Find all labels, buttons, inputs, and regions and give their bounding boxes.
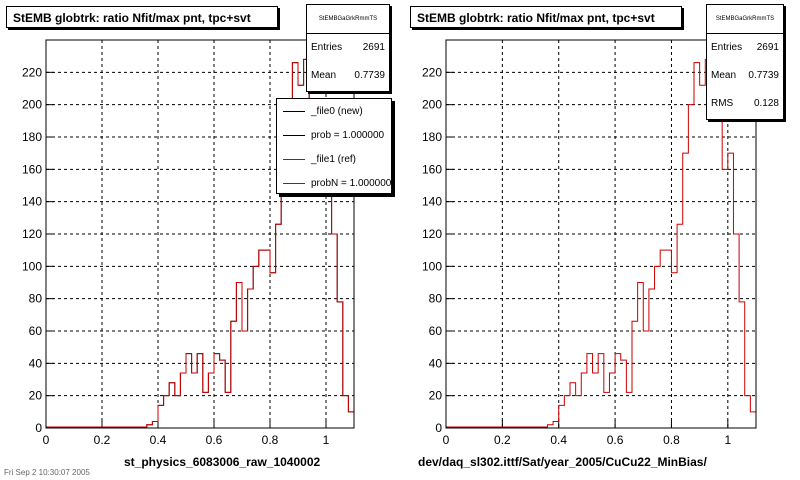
right-plot-title: StEMB globtrk: ratio Nfit/max pnt, tpc+s… [410, 6, 682, 28]
right-y-tick-label: 100 [422, 259, 442, 273]
left-y-tick-label: 180 [22, 130, 42, 144]
right-x-tick-label: 0.8 [663, 433, 680, 447]
left-y-tick-label: 60 [29, 324, 43, 338]
right-histogram-series-0 [446, 58, 757, 428]
legend-entry-file0: _file0 (new) [311, 105, 363, 117]
right-x-tick-label: 0.4 [550, 433, 567, 447]
left-x-tick-label: 0.8 [262, 433, 279, 447]
left-y-tick-label: 20 [29, 389, 43, 403]
right-x-tick-label: 0.2 [494, 433, 511, 447]
right-y-tick-label: 140 [422, 195, 442, 209]
right-y-tick-label: 0 [435, 421, 442, 435]
left-y-tick-label: 40 [29, 356, 43, 370]
right-rms-label: RMS [711, 98, 734, 109]
right-plot-frame [445, 39, 757, 429]
right-y-tick-label: 40 [429, 356, 443, 370]
right-rms-value: 0.128 [753, 98, 779, 109]
left-x-axis-label: st_physics_6083006_raw_1040002 [124, 455, 321, 469]
right-y-tick-label: 220 [422, 65, 442, 79]
left-x-tick-label: 0.2 [94, 433, 111, 447]
right-y-tick-label: 20 [429, 389, 443, 403]
legend-entry-prob: prob = 1.000000 [311, 129, 385, 141]
left-stats-name: StEMBGaGrkRmmTS [307, 5, 389, 34]
legend-swatch-probn [283, 182, 305, 184]
left-y-tick-label: 120 [22, 227, 42, 241]
right-y-tick-label: 120 [422, 227, 442, 241]
right-y-tick-label: 200 [422, 98, 442, 112]
left-mean-label: Mean [311, 70, 337, 81]
right-y-tick-label: 160 [422, 162, 442, 176]
left-stats-box: StEMBGaGrkRmmTS Entries 2691 Mean 0.7739 [306, 4, 390, 92]
right-mean-label: Mean [711, 70, 737, 81]
left-y-tick-label: 80 [29, 292, 43, 306]
left-y-tick-label: 0 [35, 421, 42, 435]
right-y-tick-label: 60 [429, 324, 443, 338]
right-x-tick-label: 1 [724, 433, 731, 447]
legend-swatch-prob [283, 134, 305, 136]
timestamp-footer: Fri Sep 2 10:30:07 2005 [4, 468, 90, 477]
left-plot-title: StEMB globtrk: ratio Nfit/max pnt, tpc+s… [6, 6, 278, 28]
left-mean-value: 0.7739 [354, 70, 385, 81]
right-x-tick-label: 0.6 [607, 433, 624, 447]
left-entries-value: 2691 [362, 42, 385, 53]
left-y-tick-label: 100 [22, 259, 42, 273]
left-plot-frame [45, 39, 355, 429]
legend-entry-probn: probN = 1.000000 [311, 177, 392, 189]
right-entries-value: 2691 [756, 42, 779, 53]
left-x-tick-label: 0.4 [150, 433, 167, 447]
right-stats-box: StEMBGaGrkRmmTS Entries 2691 Mean 0.7739 R… [706, 4, 784, 120]
right-entries-label: Entries [711, 42, 743, 53]
right-x-tick-label: 0 [443, 433, 450, 447]
right-y-tick-label: 180 [422, 130, 442, 144]
right-y-tick-label: 80 [429, 292, 443, 306]
right-stats-name: StEMBGaGrkRmmTS [707, 5, 783, 34]
left-x-tick-label: 0 [43, 433, 50, 447]
legend: _file0 (new) prob = 1.000000 _file1 (ref… [276, 98, 392, 194]
legend-entry-file1: _file1 (ref) [311, 153, 357, 165]
left-y-tick-label: 160 [22, 162, 42, 176]
left-x-tick-label: 1 [323, 433, 330, 447]
right-mean-value: 0.7739 [748, 70, 779, 81]
left-y-tick-label: 220 [22, 65, 42, 79]
right-x-axis-label: dev/daq_sl302.ittf/Sat/year_2005/CuCu22_… [418, 455, 707, 469]
left-y-tick-label: 140 [22, 195, 42, 209]
legend-swatch-ref [283, 158, 305, 160]
legend-swatch-new [283, 110, 305, 112]
left-x-tick-label: 0.6 [206, 433, 223, 447]
left-entries-label: Entries [311, 42, 343, 53]
left-y-tick-label: 200 [22, 98, 42, 112]
